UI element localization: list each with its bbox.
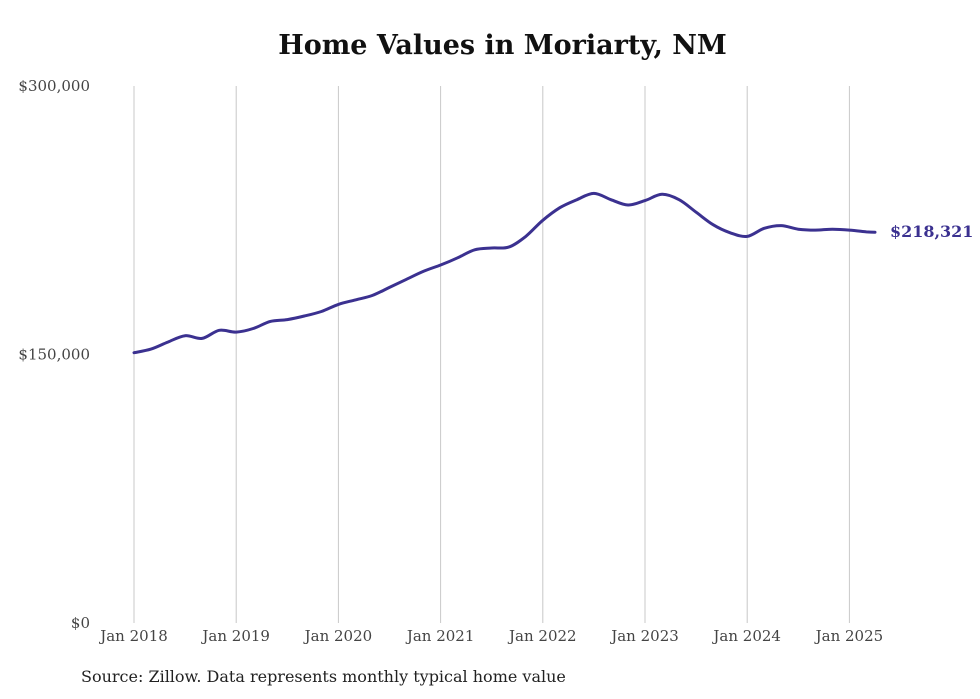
data-point <box>371 294 374 297</box>
data-point <box>575 198 578 201</box>
x-axis: Jan 2018 Jan 2019 Jan 2020 Jan 2021 Jan 2022… <box>98 627 883 645</box>
x-tick-label: Jan 2022 <box>507 627 577 645</box>
x-tick-label: Jan 2018 <box>98 627 168 645</box>
data-point <box>337 303 340 306</box>
data-point <box>218 329 221 332</box>
data-point <box>592 192 595 195</box>
data-point <box>763 227 766 230</box>
data-point <box>558 206 561 209</box>
data-point <box>746 235 749 238</box>
data-point <box>627 204 630 207</box>
data-point <box>609 198 612 201</box>
data-point <box>354 298 357 301</box>
data-point <box>150 348 153 351</box>
data-point <box>439 264 442 267</box>
source-note: Source: Zillow. Data represents monthly … <box>81 667 566 686</box>
data-point <box>729 231 732 234</box>
data-point <box>712 223 715 226</box>
data-point <box>320 310 323 313</box>
data-point <box>167 341 170 344</box>
data-point <box>201 337 204 340</box>
data-point <box>388 286 391 289</box>
data-point <box>541 219 544 222</box>
data-point <box>848 229 851 232</box>
series-line <box>132 191 877 355</box>
data-point <box>490 247 493 250</box>
data-point <box>303 315 306 318</box>
data-point <box>473 248 476 251</box>
x-tick-label: Jan 2021 <box>405 627 475 645</box>
data-point <box>235 331 238 334</box>
x-tick-label: Jan 2025 <box>814 627 884 645</box>
data-point <box>405 278 408 281</box>
data-point <box>456 256 459 259</box>
data-point <box>269 320 272 323</box>
data-point <box>865 230 868 233</box>
data-point <box>874 231 877 234</box>
y-axis: $0 $150,000 $300,000 <box>18 77 90 632</box>
y-tick-label: $150,000 <box>18 346 90 364</box>
x-tick-label: Jan 2020 <box>303 627 373 645</box>
x-tick-label: Jan 2023 <box>609 627 679 645</box>
y-tick-label: $0 <box>71 614 90 632</box>
data-point <box>814 229 817 232</box>
data-point <box>797 228 800 231</box>
x-tick-label: Jan 2024 <box>711 627 781 645</box>
chart-title: Home Values in Moriarty, NM <box>278 30 727 61</box>
data-point <box>644 199 647 202</box>
data-point <box>831 228 834 231</box>
data-point <box>133 351 136 354</box>
data-point <box>507 246 510 249</box>
data-point <box>661 193 664 196</box>
x-tick-label: Jan 2019 <box>200 627 270 645</box>
data-point <box>252 327 255 330</box>
data-point <box>422 270 425 273</box>
data-point <box>286 318 289 321</box>
data-point <box>695 211 698 214</box>
data-point <box>184 334 187 337</box>
series-layer: $218,321 <box>132 191 974 355</box>
end-value-label: $218,321 <box>890 222 974 241</box>
data-point <box>780 224 783 227</box>
data-point <box>524 235 527 238</box>
gridlines <box>133 86 850 623</box>
y-tick-label: $300,000 <box>18 77 90 95</box>
data-point <box>678 198 681 201</box>
